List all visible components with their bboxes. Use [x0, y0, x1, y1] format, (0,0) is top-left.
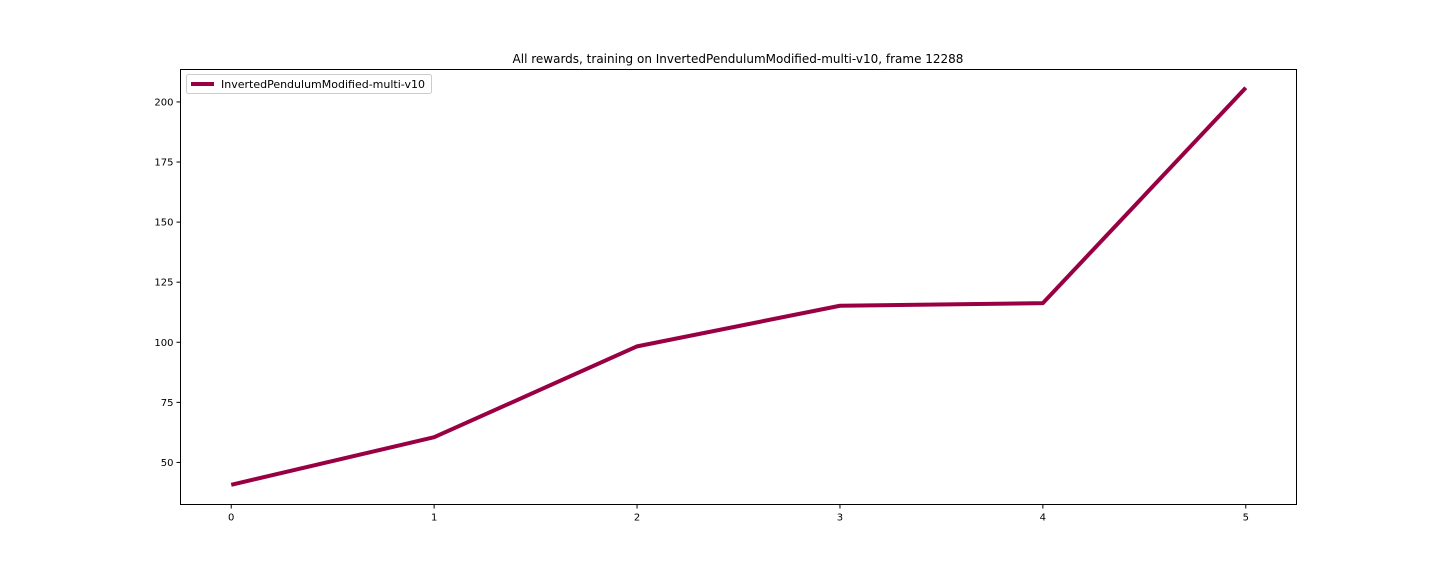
y-tick-label: 50 — [161, 458, 174, 469]
y-tick-label: 100 — [154, 338, 173, 349]
y-tick-label: 200 — [154, 97, 173, 108]
x-tick-label: 4 — [1040, 513, 1046, 524]
x-tick-label: 2 — [634, 513, 640, 524]
x-tick-label: 3 — [837, 513, 843, 524]
plot-frame — [180, 69, 1297, 505]
legend: InvertedPendulumModified-multi-v10 — [186, 74, 432, 94]
y-tick-label: 150 — [154, 218, 173, 229]
y-tick-label: 125 — [154, 278, 173, 289]
legend-entry-label: InvertedPendulumModified-multi-v10 — [221, 78, 425, 91]
x-axis: 0 1 2 3 4 5 — [228, 504, 1249, 524]
series-line-0 — [230, 86, 1248, 487]
y-tick-label: 175 — [154, 158, 173, 169]
x-tick-label: 1 — [431, 513, 437, 524]
x-tick-label: 5 — [1243, 513, 1249, 524]
legend-box — [186, 74, 432, 94]
series-layer — [230, 86, 1248, 487]
y-tick-label: 75 — [161, 398, 174, 409]
chart-title: All rewards, training on InvertedPendulu… — [513, 52, 964, 66]
y-axis: 50 75 100 125 150 175 200 — [154, 97, 181, 469]
x-tick-label: 0 — [228, 513, 234, 524]
